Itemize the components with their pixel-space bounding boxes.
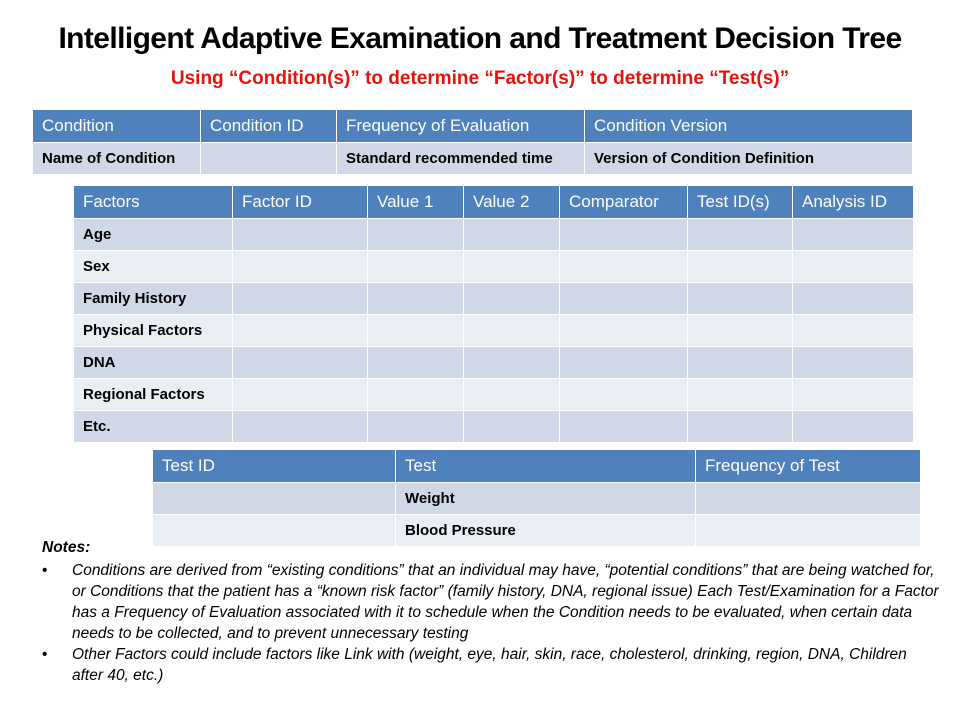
table-cell bbox=[463, 410, 560, 443]
value-1-header: Value 1 bbox=[367, 185, 464, 219]
test-id-cell bbox=[152, 482, 396, 515]
table-cell bbox=[559, 346, 688, 379]
factor-id-header: Factor ID bbox=[232, 185, 368, 219]
table-cell bbox=[792, 250, 914, 283]
table-row: Weight bbox=[152, 482, 921, 515]
table-cell bbox=[792, 282, 914, 315]
condition-table: Condition Condition ID Frequency of Eval… bbox=[32, 109, 913, 175]
table-cell bbox=[687, 282, 793, 315]
test-name-cell: Weight bbox=[395, 482, 696, 515]
table-cell bbox=[463, 282, 560, 315]
table-row: Name of Condition Standard recommended t… bbox=[32, 142, 913, 175]
test-ids-header: Test ID(s) bbox=[687, 185, 793, 219]
condition-version-header: Condition Version bbox=[584, 109, 913, 143]
table-cell bbox=[792, 314, 914, 347]
table-cell bbox=[232, 250, 368, 283]
table-row: Etc. bbox=[73, 410, 914, 443]
test-header: Test bbox=[395, 449, 696, 483]
table-cell bbox=[367, 314, 464, 347]
frequency-of-test-header: Frequency of Test bbox=[695, 449, 921, 483]
condition-id-header: Condition ID bbox=[200, 109, 337, 143]
table-row: Family History bbox=[73, 282, 914, 315]
table-cell bbox=[792, 218, 914, 251]
note-text: Other Factors could include factors like… bbox=[72, 646, 907, 684]
table-cell bbox=[687, 314, 793, 347]
condition-header: Condition bbox=[32, 109, 201, 143]
test-id-header: Test ID bbox=[152, 449, 396, 483]
table-cell bbox=[687, 218, 793, 251]
factor-name-cell: Sex bbox=[73, 250, 233, 283]
page-subtitle: Using “Condition(s)” to determine “Facto… bbox=[170, 68, 790, 89]
notes-list: • Conditions are derived from “existing … bbox=[42, 560, 942, 686]
table-cell bbox=[559, 378, 688, 411]
table-cell bbox=[463, 314, 560, 347]
table-cell bbox=[792, 378, 914, 411]
factor-name-cell: Etc. bbox=[73, 410, 233, 443]
condition-name-cell: Name of Condition bbox=[32, 142, 201, 175]
page-title: Intelligent Adaptive Examination and Tre… bbox=[58, 22, 902, 55]
table-cell bbox=[232, 314, 368, 347]
table-row: Physical Factors bbox=[73, 314, 914, 347]
note-text: Conditions are derived from “existing co… bbox=[72, 562, 939, 642]
table-row: Sex bbox=[73, 250, 914, 283]
condition-version-cell: Version of Condition Definition bbox=[584, 142, 913, 175]
test-name-cell: Blood Pressure bbox=[395, 514, 696, 547]
table-cell bbox=[367, 378, 464, 411]
factor-name-cell: DNA bbox=[73, 346, 233, 379]
table-row: Age bbox=[73, 218, 914, 251]
table-cell bbox=[232, 218, 368, 251]
test-table: Test ID Test Frequency of Test Weight Bl… bbox=[152, 449, 921, 547]
frequency-of-evaluation-header: Frequency of Evaluation bbox=[336, 109, 585, 143]
table-cell bbox=[792, 346, 914, 379]
factor-name-cell: Physical Factors bbox=[73, 314, 233, 347]
table-cell bbox=[559, 410, 688, 443]
table-row: DNA bbox=[73, 346, 914, 379]
table-row: Regional Factors bbox=[73, 378, 914, 411]
list-item: • Conditions are derived from “existing … bbox=[42, 560, 942, 644]
table-cell bbox=[463, 378, 560, 411]
table-cell bbox=[463, 218, 560, 251]
test-id-cell bbox=[152, 514, 396, 547]
list-item: • Other Factors could include factors li… bbox=[42, 644, 942, 686]
comparator-header: Comparator bbox=[559, 185, 688, 219]
table-cell bbox=[367, 250, 464, 283]
table-cell bbox=[687, 250, 793, 283]
factor-name-cell: Regional Factors bbox=[73, 378, 233, 411]
table-cell bbox=[232, 410, 368, 443]
condition-id-cell bbox=[200, 142, 337, 175]
table-cell bbox=[687, 410, 793, 443]
table-cell bbox=[559, 282, 688, 315]
table-cell bbox=[367, 218, 464, 251]
table-cell bbox=[463, 250, 560, 283]
table-cell bbox=[232, 378, 368, 411]
notes-section: Notes: • Conditions are derived from “ex… bbox=[42, 537, 942, 686]
table-cell bbox=[559, 314, 688, 347]
table-cell bbox=[367, 410, 464, 443]
bullet-icon: • bbox=[42, 646, 48, 663]
analysis-id-header: Analysis ID bbox=[792, 185, 914, 219]
factor-table: Factors Factor ID Value 1 Value 2 Compar… bbox=[73, 185, 914, 443]
table-cell bbox=[367, 282, 464, 315]
table-cell bbox=[232, 346, 368, 379]
table-cell bbox=[232, 282, 368, 315]
table-row: Blood Pressure bbox=[152, 514, 921, 547]
value-2-header: Value 2 bbox=[463, 185, 560, 219]
table-cell bbox=[687, 378, 793, 411]
test-frequency-cell bbox=[695, 482, 921, 515]
table-cell bbox=[367, 346, 464, 379]
table-cell bbox=[463, 346, 560, 379]
notes-heading: Notes: bbox=[42, 539, 91, 556]
factor-name-cell: Age bbox=[73, 218, 233, 251]
table-cell bbox=[559, 250, 688, 283]
table-cell bbox=[687, 346, 793, 379]
table-cell bbox=[792, 410, 914, 443]
test-frequency-cell bbox=[695, 514, 921, 547]
frequency-cell: Standard recommended time bbox=[336, 142, 585, 175]
factor-name-cell: Family History bbox=[73, 282, 233, 315]
factors-header: Factors bbox=[73, 185, 233, 219]
bullet-icon: • bbox=[42, 562, 48, 579]
table-cell bbox=[559, 218, 688, 251]
